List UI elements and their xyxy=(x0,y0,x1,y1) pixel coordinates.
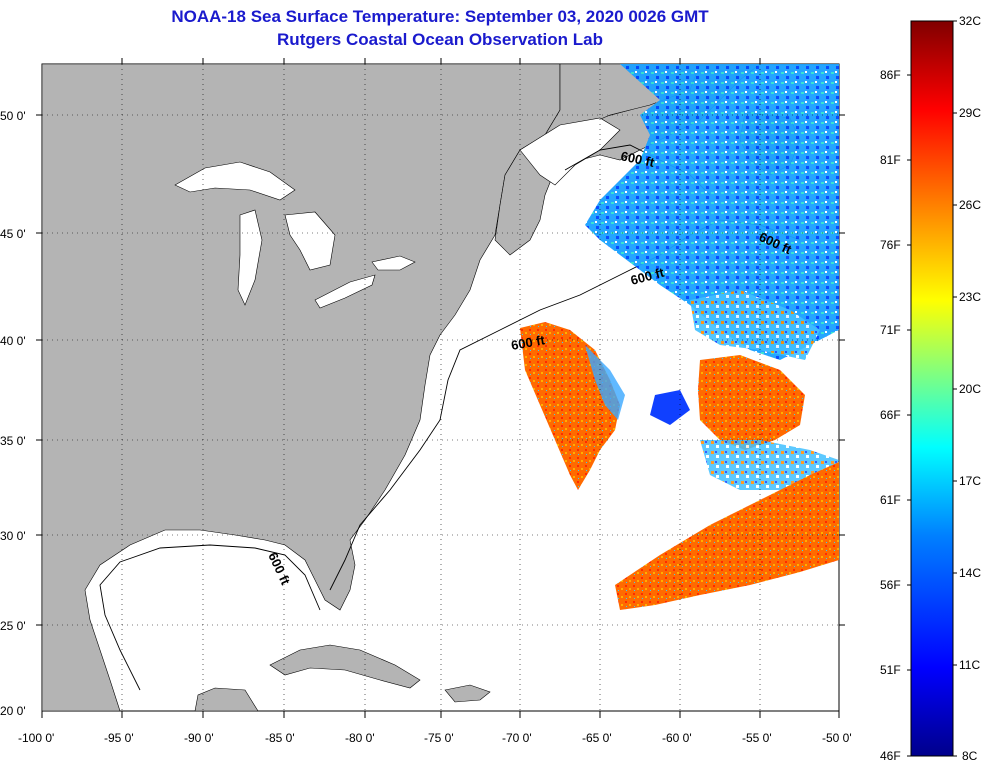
lon-ticks xyxy=(41,58,840,718)
lake-huron xyxy=(284,211,336,271)
lat-label: 30 0' xyxy=(0,529,26,543)
fahrenheit-label: 46F xyxy=(880,749,901,763)
sst-blue-patch xyxy=(650,390,690,425)
map-subtitle: Rutgers Coastal Ocean Observation Lab xyxy=(277,30,603,49)
colorbar xyxy=(910,20,954,757)
contour-label: 600 ft xyxy=(510,332,547,353)
celsius-label: 32C xyxy=(959,14,981,28)
sst-warm-swath xyxy=(615,462,839,610)
land-cuba xyxy=(269,644,421,689)
celsius-label: 20C xyxy=(959,382,981,396)
celsius-label: 23C xyxy=(959,290,981,304)
lon-label: -85 0' xyxy=(265,731,295,745)
celsius-label: 11C xyxy=(959,658,980,672)
lat-label: 25 0' xyxy=(0,619,26,633)
lon-label: -50 0' xyxy=(822,731,852,745)
lon-label: -70 0' xyxy=(502,731,532,745)
lon-label: -90 0' xyxy=(184,731,214,745)
colorbar-fahrenheit-labels: 86F 81F 76F 71F 66F 61F 56F 51F 46F xyxy=(880,68,901,763)
lake-ontario xyxy=(371,255,416,271)
lat-label: 35 0' xyxy=(0,434,26,448)
lat-label: 50 0' xyxy=(0,109,26,123)
lon-label: -60 0' xyxy=(662,731,692,745)
sst-swath-edge xyxy=(615,510,690,565)
sst-warm-east xyxy=(698,355,805,450)
latitude-labels: 50 0' 45 0' 40 0' 35 0' 30 0' 25 0' 20 0… xyxy=(0,109,26,718)
colorbar-celsius-labels: 32C 29C 26C 23C 20C 17C 14C 11C 8C xyxy=(959,14,981,763)
longitude-labels: -100 0' -95 0' -90 0' -85 0' -80 0' -75 … xyxy=(18,731,852,745)
fahrenheit-label: 56F xyxy=(880,578,901,592)
lon-label: -65 0' xyxy=(582,731,612,745)
fahrenheit-label: 71F xyxy=(880,323,901,337)
fahrenheit-label: 81F xyxy=(880,153,901,167)
lon-label: -55 0' xyxy=(742,731,772,745)
lat-label: 40 0' xyxy=(0,334,26,348)
lon-label: -95 0' xyxy=(104,731,134,745)
celsius-label: 8C xyxy=(962,749,978,763)
fahrenheit-label: 66F xyxy=(880,408,901,422)
contour-label: 600 ft xyxy=(619,148,656,170)
celsius-label: 26C xyxy=(959,198,981,212)
lat-ticks xyxy=(36,114,845,626)
sst-mixed-south xyxy=(700,440,839,490)
fahrenheit-label: 86F xyxy=(880,68,901,82)
lon-label: -80 0' xyxy=(345,731,375,745)
lat-label: 20 0' xyxy=(0,704,26,718)
celsius-label: 17C xyxy=(959,474,981,488)
celsius-label: 14C xyxy=(959,566,981,580)
land-yucatan xyxy=(194,687,259,712)
colorbar-ticks xyxy=(907,20,957,757)
fahrenheit-label: 76F xyxy=(880,238,901,252)
sst-cool-edge xyxy=(585,345,625,420)
lake-michigan xyxy=(237,209,263,306)
lon-label: -100 0' xyxy=(18,731,54,745)
sst-mixed-east xyxy=(690,290,820,360)
lake-superior xyxy=(174,161,296,201)
map-title: NOAA-18 Sea Surface Temperature: Septemb… xyxy=(171,7,709,26)
fahrenheit-label: 61F xyxy=(880,493,901,507)
lon-label: -75 0' xyxy=(424,731,454,745)
land-hispaniola xyxy=(444,684,491,703)
fahrenheit-label: 51F xyxy=(880,663,901,677)
lat-label: 45 0' xyxy=(0,227,26,241)
sst-cool-north xyxy=(585,64,839,360)
contour-600ft-gulf xyxy=(99,544,321,691)
lake-erie xyxy=(314,274,376,309)
celsius-label: 29C xyxy=(959,106,981,120)
